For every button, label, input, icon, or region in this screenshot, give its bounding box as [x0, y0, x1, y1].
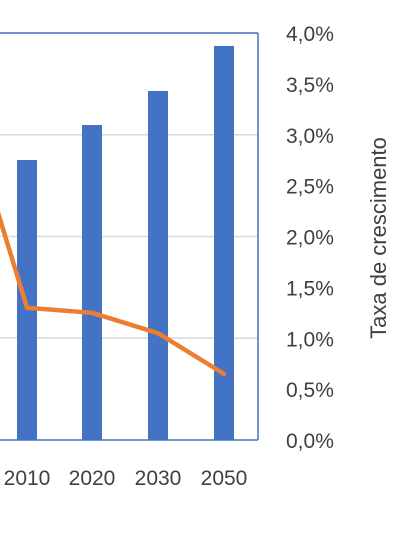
right-tick-label: 2,5%: [286, 176, 334, 199]
x-tick-label: 2030: [135, 467, 182, 490]
right-tick-label: 0,0%: [286, 430, 334, 453]
x-axis-ticks: 2010 2020 2030 2050: [4, 467, 248, 490]
bar-2030: [148, 91, 168, 440]
right-axis-title: Taxa de crescimento: [366, 137, 391, 339]
right-axis-ticks: 0,0% 0,5% 1,0% 1,5% 2,0% 2,5% 3,0% 3,5% 4,0%: [286, 23, 334, 453]
plot-frame: [0, 32, 259, 441]
bar-2020: [82, 125, 102, 440]
right-tick-label: 2,0%: [286, 227, 334, 250]
bar-2010: [17, 160, 37, 440]
bar-series: [17, 46, 234, 440]
right-tick-label: 0,5%: [286, 379, 334, 402]
x-tick-label: 2020: [69, 467, 116, 490]
right-tick-label: 1,5%: [286, 277, 334, 300]
right-tick-label: 1,0%: [286, 328, 334, 351]
right-tick-label: 3,0%: [286, 125, 334, 148]
x-tick-label: 2050: [201, 467, 248, 490]
right-tick-label: 3,5%: [286, 74, 334, 97]
line-series: [0, 211, 227, 377]
bar-2050: [214, 46, 234, 440]
right-tick-label: 4,0%: [286, 23, 334, 46]
x-tick-label: 2010: [4, 467, 51, 490]
